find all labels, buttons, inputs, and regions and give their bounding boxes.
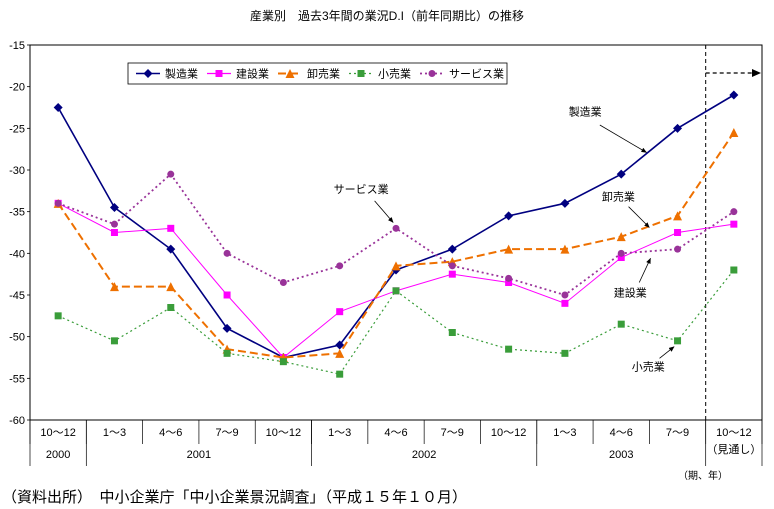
chart-title: 産業別 過去3年間の業況D.I（前年同期比）の推移 — [249, 9, 524, 23]
svg-text:1～3: 1～3 — [328, 427, 351, 439]
svg-text:2001: 2001 — [187, 449, 211, 461]
svg-text:小売業: 小売業 — [632, 361, 665, 374]
svg-text:4～6: 4～6 — [610, 427, 633, 439]
svg-text:-50: -50 — [9, 332, 25, 344]
svg-text:-30: -30 — [9, 165, 25, 177]
svg-text:-45: -45 — [9, 290, 25, 302]
svg-text:4～6: 4～6 — [159, 427, 182, 439]
series-3 — [54, 266, 738, 378]
series-4 — [54, 170, 738, 299]
svg-text:小売業: 小売業 — [378, 68, 411, 81]
svg-text:-40: -40 — [9, 248, 25, 260]
series-1 — [54, 199, 738, 361]
svg-text:-15: -15 — [9, 40, 25, 52]
svg-text:卸売業: 卸売業 — [307, 67, 340, 81]
svg-text:（期、年）: （期、年） — [678, 469, 728, 482]
chart-canvas: -15 -20 -25 -30 -35 -40 -45 -50 -55 -60 10～12 1～3 4～… — [9, 40, 763, 482]
axes: -15 -20 -25 -30 -35 -40 -45 -50 -55 -60 10～12 1～3 4～… — [9, 40, 763, 482]
svg-text:（見通し）: （見通し） — [706, 443, 761, 456]
svg-text:2003: 2003 — [609, 449, 633, 461]
forecast-marker — [705, 45, 761, 420]
svg-text:10～12: 10～12 — [716, 427, 751, 439]
svg-text:7～9: 7～9 — [441, 427, 464, 439]
svg-text:サービス業: サービス業 — [334, 183, 389, 196]
legend: 製造業 建設業 卸売業 小売業 サービス業 — [127, 62, 508, 85]
svg-text:10～12: 10～12 — [266, 427, 301, 439]
svg-text:-60: -60 — [9, 415, 25, 427]
svg-text:1～3: 1～3 — [553, 427, 576, 439]
svg-text:1～3: 1～3 — [103, 427, 126, 439]
svg-text:2000: 2000 — [46, 449, 70, 461]
svg-text:-25: -25 — [9, 123, 25, 135]
source-note: （資料出所） 中小企業庁「中小企業景況調査」（平成１５年１０月） — [2, 489, 468, 506]
svg-text:卸売業: 卸売業 — [602, 190, 635, 204]
svg-text:建設業: 建設業 — [614, 286, 647, 300]
svg-text:建設業: 建設業 — [236, 67, 269, 81]
svg-text:製造業: 製造業 — [569, 105, 602, 119]
svg-text:7～9: 7～9 — [215, 427, 238, 439]
svg-text:-55: -55 — [9, 373, 25, 385]
svg-text:サービス業: サービス業 — [449, 68, 504, 81]
svg-text:10～12: 10～12 — [491, 427, 526, 439]
svg-text:製造業: 製造業 — [165, 67, 198, 81]
svg-text:7～9: 7～9 — [666, 427, 689, 439]
svg-text:4～6: 4～6 — [384, 427, 407, 439]
svg-text:2002: 2002 — [412, 449, 436, 461]
svg-text:-35: -35 — [9, 207, 25, 219]
svg-text:-20: -20 — [9, 82, 25, 94]
svg-text:10～12: 10～12 — [40, 427, 75, 439]
